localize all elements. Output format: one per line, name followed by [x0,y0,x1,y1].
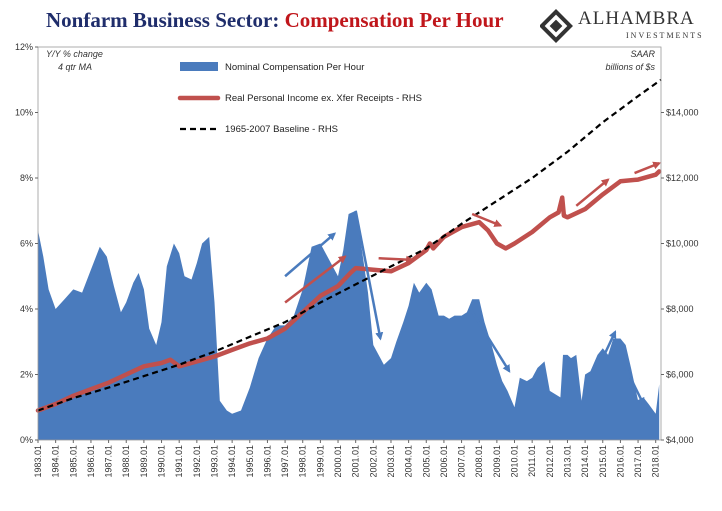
axes-layer: 0% 2% 4% 6% 8% 10% 12% $4,000 $6,000 $8,000 $10,00… [15,42,699,478]
area-layer [38,210,660,440]
title-part2: Compensation Per Hour [284,8,504,32]
blue-trend-arrow [624,367,645,406]
left-axis-note-2: 4 qtr MA [58,62,92,72]
left-tick-label: 0% [20,435,33,445]
red-trend-arrow [378,255,415,264]
right-tick-label: $8,000 [666,304,694,314]
x-tick-label: 2010.01 [510,445,520,478]
blue-trend-arrow [354,210,384,341]
x-tick-label: 2018.01 [651,445,661,478]
logo-subtitle: INVESTMENTS [626,31,704,40]
x-tick-label: 2004.01 [404,445,414,478]
x-tick-label: 2015.01 [598,445,608,478]
right-tick-label: $6,000 [666,370,694,380]
red-trend-arrow [634,161,662,175]
annotation-arrows [284,161,662,406]
title-part1: Nonfarm Business Sector: [46,8,280,32]
x-tick-label: 2002.01 [368,445,378,478]
left-tick-label: 4% [20,304,33,314]
x-tick-label: 2013.01 [562,445,572,478]
left-tick-label: 6% [20,239,33,249]
x-tick-label: 1983.01 [33,445,43,478]
legend-label-nominal: Nominal Compensation Per Hour [225,62,364,73]
legend: Nominal Compensation Per Hour Real Person… [177,62,422,135]
x-tick-label: 1992.01 [192,445,202,478]
right-tick-label: $10,000 [666,239,699,249]
legend-label-real: Real Personal Income ex. Xfer Receipts -… [225,93,422,104]
x-tick-label: 1997.01 [280,445,290,478]
blue-trend-arrow [284,232,337,278]
x-tick-label: 1996.01 [262,445,272,478]
x-tick-label: 2012.01 [545,445,555,478]
x-tick-label: 2016.01 [615,445,625,478]
alhambra-logo-icon [540,9,573,43]
x-tick-label: 2009.01 [492,445,502,478]
x-tick-label: 1988.01 [121,445,131,478]
x-tick-label: 1999.01 [315,445,325,478]
x-tick-label: 1998.01 [298,445,308,478]
x-tick-label: 1991.01 [174,445,184,478]
left-tick-label: 2% [20,370,33,380]
blue-trend-arrow [469,308,511,373]
x-tick-label: 2006.01 [439,445,449,478]
real-personal-income-line [35,169,662,413]
right-axis-note-1: SAAR [630,49,655,59]
right-axis-note-2: billions of $s [605,62,655,72]
x-tick-label: 1994.01 [227,445,237,478]
blue-trend-arrow [601,330,617,359]
x-tick-label: 2000.01 [333,445,343,478]
red-trend-arrow [471,212,503,227]
x-tick-label: 2007.01 [457,445,467,478]
left-tick-label: 8% [20,173,33,183]
x-tick-label: 1985.01 [68,445,78,478]
x-tick-label: 1993.01 [209,445,219,478]
legend-label-baseline: 1965-2007 Baseline - RHS [225,124,338,135]
x-tick-label: 1990.01 [157,445,167,478]
left-axis-note-1: Y/Y % change [46,49,103,59]
x-tick-label: 1995.01 [245,445,255,478]
nominal-compensation-area [38,210,660,440]
red-trend-arrow [575,178,610,207]
x-tick-label: 2001.01 [351,445,361,478]
x-tick-label: 2011.01 [527,445,537,477]
baseline-dashed-line [37,78,662,412]
lines-layer [35,78,662,413]
left-tick-label: 10% [15,108,33,118]
x-tick-label: 2008.01 [474,445,484,478]
logo-word: ALHAMBRA [578,8,695,29]
red-trend-arrow [284,255,347,304]
right-tick-label: $12,000 [666,173,699,183]
x-tick-label: 2014.01 [580,445,590,478]
x-tick-label: 1986.01 [86,445,96,478]
right-tick-label: $14,000 [666,108,699,118]
left-tick-label: 12% [15,42,33,52]
x-tick-label: 2005.01 [421,445,431,478]
x-tick-label: 2003.01 [386,445,396,478]
x-tick-label: 1984.01 [51,445,61,478]
x-tick-label: 1989.01 [139,445,149,478]
right-tick-label: $4,000 [666,435,694,445]
chart-title: Nonfarm Business Sector: Compensation Pe… [46,8,504,33]
x-tick-label: 2017.01 [633,445,643,478]
x-tick-label: 1987.01 [104,445,114,478]
legend-swatch-nominal [180,62,218,71]
